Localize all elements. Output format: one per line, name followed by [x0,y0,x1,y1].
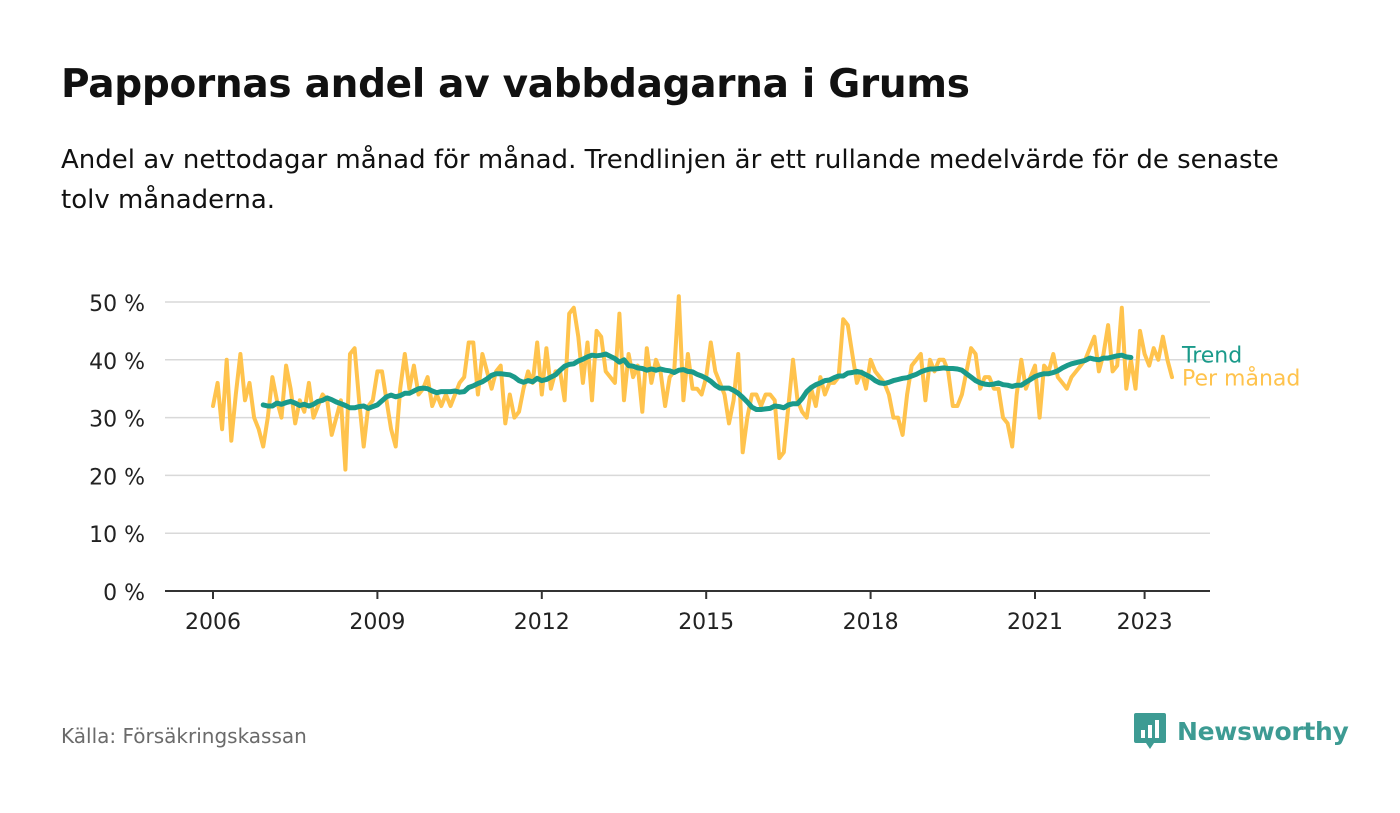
y-tick-label: 40 % [89,350,145,375]
monthly-series-line [211,294,1174,472]
grid-lines [165,301,1210,534]
series-lines [211,294,1174,472]
source-note: Källa: Försäkringskassan [61,724,307,748]
y-tick-label: 50 % [89,292,145,317]
y-tick-label: 30 % [89,408,145,433]
y-axis-ticks: 0 % 10 % 20 % 30 % 40 % 50 % [89,292,145,606]
x-tick-label: 2023 [1117,610,1173,635]
x-axis-ticks: 2006 2009 2012 2015 2018 2021 2023 [185,591,1173,635]
y-tick-label: 20 % [89,465,145,490]
brand-logo: Newsworthy [1133,711,1349,751]
x-tick-label: 2021 [1007,610,1063,635]
y-tick-label: 10 % [89,523,145,548]
brand-name: Newsworthy [1177,716,1349,746]
x-tick-label: 2006 [185,610,241,635]
x-tick-label: 2012 [514,610,570,635]
x-tick-label: 2018 [843,610,899,635]
x-tick-label: 2009 [349,610,405,635]
line-chart: 0 % 10 % 20 % 30 % 40 % 50 % 2006 2009 2012 2015… [89,292,1300,635]
chart-subtitle: Andel av nettodagar månad för månad. Tre… [61,145,1279,215]
chart-title: Pappornas andel av vabbdagarna i Grums [61,62,970,107]
x-tick-label: 2015 [678,610,734,635]
trend-series-line [260,351,1134,412]
series-label-trend: Trend [1181,343,1242,368]
newsworthy-logo-icon [1134,713,1166,749]
series-label-monthly: Per månad [1182,365,1300,391]
y-tick-label: 0 % [103,581,145,606]
